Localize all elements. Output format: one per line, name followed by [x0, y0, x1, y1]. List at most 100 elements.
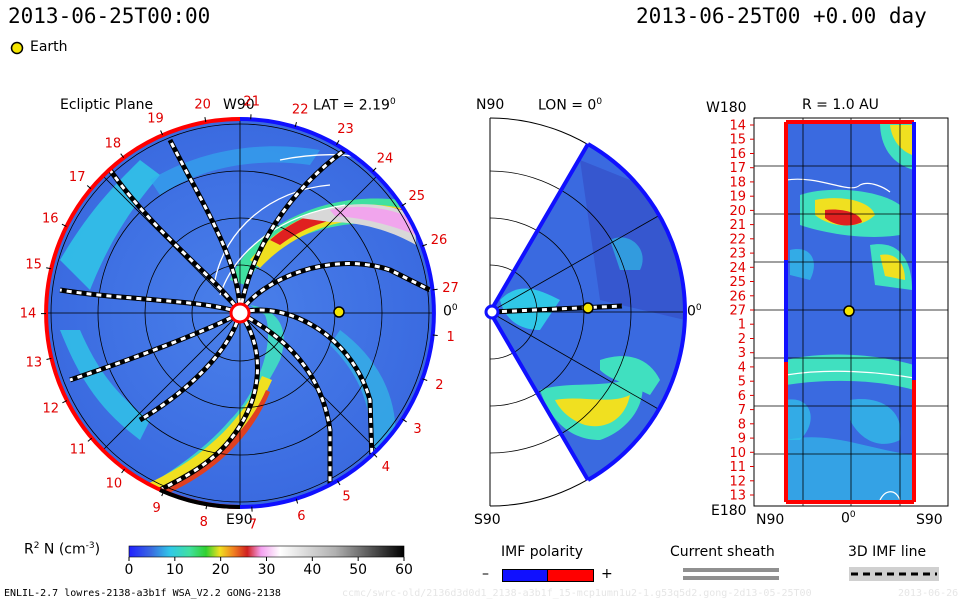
sphere-y-tick: 19: [729, 190, 746, 205]
colorbar-tick-label: 10: [165, 562, 184, 578]
sphere-y-tick: 23: [729, 247, 746, 262]
sphere-y-tick: 20: [729, 204, 746, 219]
carrington-tick-mark: [62, 400, 68, 404]
carrington-tick: 3: [413, 422, 421, 437]
ecliptic-right-label: 00: [443, 303, 458, 320]
carrington-tick-mark: [204, 117, 207, 123]
sphere-y-tick: 18: [729, 175, 746, 190]
carrington-tick: 2: [435, 378, 443, 393]
current-sheath-title: Current sheath: [670, 544, 775, 560]
sphere-y-tick: 21: [729, 218, 746, 233]
imf-plus: +: [601, 566, 613, 582]
sphere-y-tick: 7: [738, 403, 746, 418]
colorbar-tick-label: 0: [124, 562, 134, 578]
carrington-tick: 5: [342, 489, 350, 504]
colorbar-tick-label: 30: [257, 562, 276, 578]
sphere-y-tick: 24: [729, 261, 746, 276]
date-right: 2013-06-25T00 +0.00 day: [636, 4, 927, 28]
carrington-tick-mark: [295, 498, 299, 504]
earth-legend-label: Earth: [30, 39, 68, 55]
carrington-tick: 6: [297, 509, 305, 524]
meridional-lon-label: LON = 00: [538, 97, 603, 114]
sphere-y-tick: 27: [729, 304, 746, 319]
imf-negative-swatch: [502, 569, 549, 582]
sphere-y-tick: 8: [738, 417, 746, 432]
carrington-tick: 1: [446, 330, 454, 345]
colorbar-tick-label: 20: [211, 562, 230, 578]
carrington-tick-mark: [120, 153, 125, 158]
sphere-y-tick: 4: [738, 360, 746, 375]
carrington-tick-mark: [87, 437, 93, 442]
carrington-tick-mark: [205, 504, 208, 510]
sphere-y-tick: 16: [729, 147, 746, 162]
carrington-tick: 4: [382, 460, 390, 475]
sphere-xlabel-s90: S90: [916, 512, 943, 528]
meridional-n90: N90: [476, 97, 505, 113]
sphere-y-tick: 22: [729, 232, 746, 247]
sphere-y-tick: 2: [738, 332, 746, 347]
carrington-tick: 8: [200, 515, 208, 530]
imf-line-swatch: [849, 567, 939, 581]
sphere-e180: E180: [711, 503, 747, 519]
ecliptic-bottom-label: E90: [226, 512, 253, 528]
carrington-tick-mark: [372, 167, 377, 172]
sphere-y-tick: 3: [738, 346, 746, 361]
carrington-tick: 18: [105, 136, 122, 151]
carrington-tick-mark: [161, 491, 165, 497]
carrington-tick: 16: [42, 211, 59, 226]
carrington-tick-mark: [61, 223, 67, 227]
sphere-y-tick: 12: [729, 474, 746, 489]
carrington-tick: 13: [26, 356, 43, 371]
carrington-tick: 26: [431, 233, 448, 248]
sphere-y-tick: 14: [729, 119, 746, 134]
carrington-tick: 21: [243, 94, 260, 109]
carrington-tick-mark: [336, 140, 340, 145]
colorbar-tick-label: 40: [303, 562, 322, 578]
colorbar-label: R2 N (cm-3): [24, 541, 101, 558]
carrington-tick-mark: [121, 468, 126, 474]
sphere-y-tick: 17: [729, 161, 746, 176]
run-path: ccmc/swrc-old/2136d3d0d1_2138-a3b1f_15-m…: [342, 588, 812, 599]
carrington-tick: 20: [194, 97, 211, 112]
colorbar-tick-label: 50: [349, 562, 368, 578]
carrington-tick: 12: [43, 402, 60, 417]
carrington-tick-mark: [422, 378, 428, 381]
carrington-tick: 15: [25, 258, 42, 273]
carrington-tick-mark: [432, 288, 438, 291]
carrington-tick-mark: [373, 453, 378, 458]
carrington-tick-mark: [421, 243, 427, 247]
sphere-y-tick: 26: [729, 289, 746, 304]
imf-line-title: 3D IMF line: [848, 544, 927, 560]
lat-degree: 0: [389, 97, 396, 107]
carrington-tick: 7: [249, 518, 257, 533]
carrington-tick-mark: [337, 480, 341, 486]
carrington-tick-mark: [294, 122, 297, 128]
sphere-y-tick: 13: [729, 489, 746, 504]
model-info: ENLIL-2.7 lowres-2138-a3b1f WSA_V2.2 GON…: [4, 588, 281, 599]
sphere-y-tick: 10: [729, 446, 746, 461]
meridional-s90: S90: [474, 512, 501, 528]
sphere-xlabel-n90: N90: [756, 512, 785, 528]
carrington-tick: 27: [442, 281, 459, 296]
carrington-tick: 23: [337, 122, 354, 137]
colorbar-tick-label: 60: [395, 562, 413, 578]
current-sheath-line-1: [683, 568, 779, 572]
current-sheath-line-2: [683, 576, 779, 580]
ecliptic-lat-label: LAT = 2.190: [313, 97, 396, 114]
carrington-tick: 24: [377, 151, 394, 166]
carrington-tick: 17: [69, 170, 86, 185]
sphere-y-tick: 5: [738, 375, 746, 390]
sphere-y-tick: 11: [729, 460, 746, 475]
imf-minus: –: [482, 566, 489, 582]
carrington-tick: 10: [106, 476, 123, 491]
carrington-tick-mark: [46, 267, 52, 270]
carrington-tick-mark: [402, 418, 407, 423]
ecliptic-title: Ecliptic Plane: [60, 97, 154, 113]
carrington-tick-mark: [46, 357, 52, 360]
sphere-y-tick: 1: [738, 318, 746, 333]
sphere-xlabel-0: 00: [841, 510, 856, 527]
date-left: 2013-06-25T00:00: [8, 4, 211, 28]
